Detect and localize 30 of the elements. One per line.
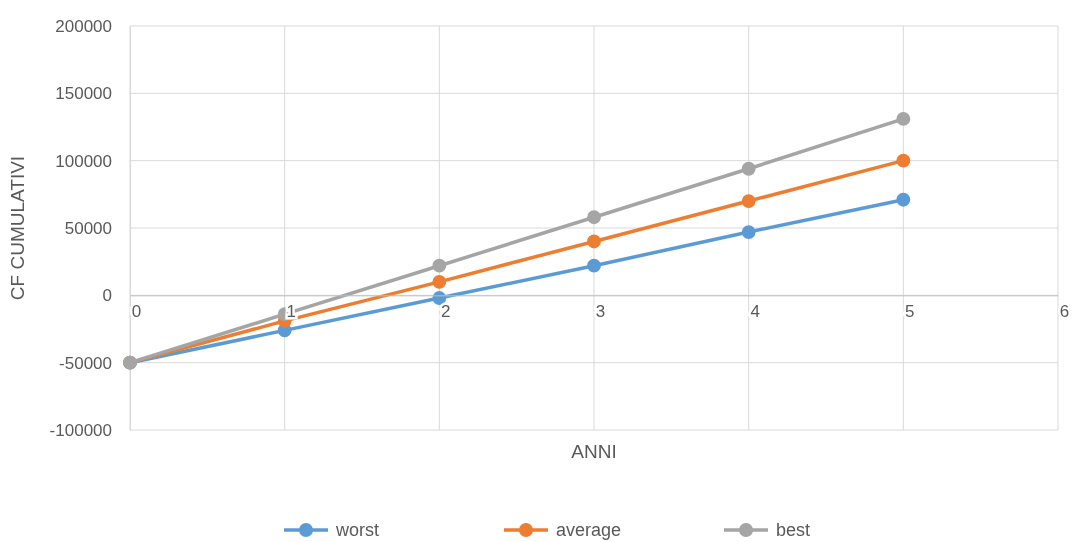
y-tick-label: 50000 <box>64 218 112 238</box>
x-tick-label: 2 <box>441 302 451 322</box>
x-axis-title: ANNI <box>571 441 617 462</box>
point <box>741 161 756 176</box>
point <box>896 153 911 168</box>
y-tick-label: 0 <box>102 286 112 306</box>
y-tick-label: 100000 <box>55 151 112 171</box>
y-axis-title: CF CUMULATIVI <box>7 155 28 301</box>
x-tick-label: 5 <box>905 302 915 322</box>
point <box>587 210 601 225</box>
point <box>587 234 601 249</box>
point <box>741 225 756 239</box>
x-tick-label: 4 <box>750 302 760 322</box>
point <box>896 192 911 207</box>
legend-label: average <box>556 520 622 540</box>
x-tick-label: 3 <box>595 302 606 322</box>
point <box>432 258 447 273</box>
y-tick-label: -100000 <box>49 420 112 440</box>
point <box>896 112 911 126</box>
point <box>432 291 447 305</box>
point <box>432 274 447 289</box>
y-tick-label: 200000 <box>55 16 112 36</box>
point <box>741 194 756 208</box>
y-tick-label: -50000 <box>59 353 112 373</box>
y-tick-label: 150000 <box>55 84 112 104</box>
legend-label: worst <box>335 520 380 540</box>
x-tick-label: 6 <box>1059 302 1070 322</box>
point <box>587 258 601 273</box>
legend-label: best <box>776 520 811 540</box>
x-tick-label: 0 <box>131 302 142 322</box>
